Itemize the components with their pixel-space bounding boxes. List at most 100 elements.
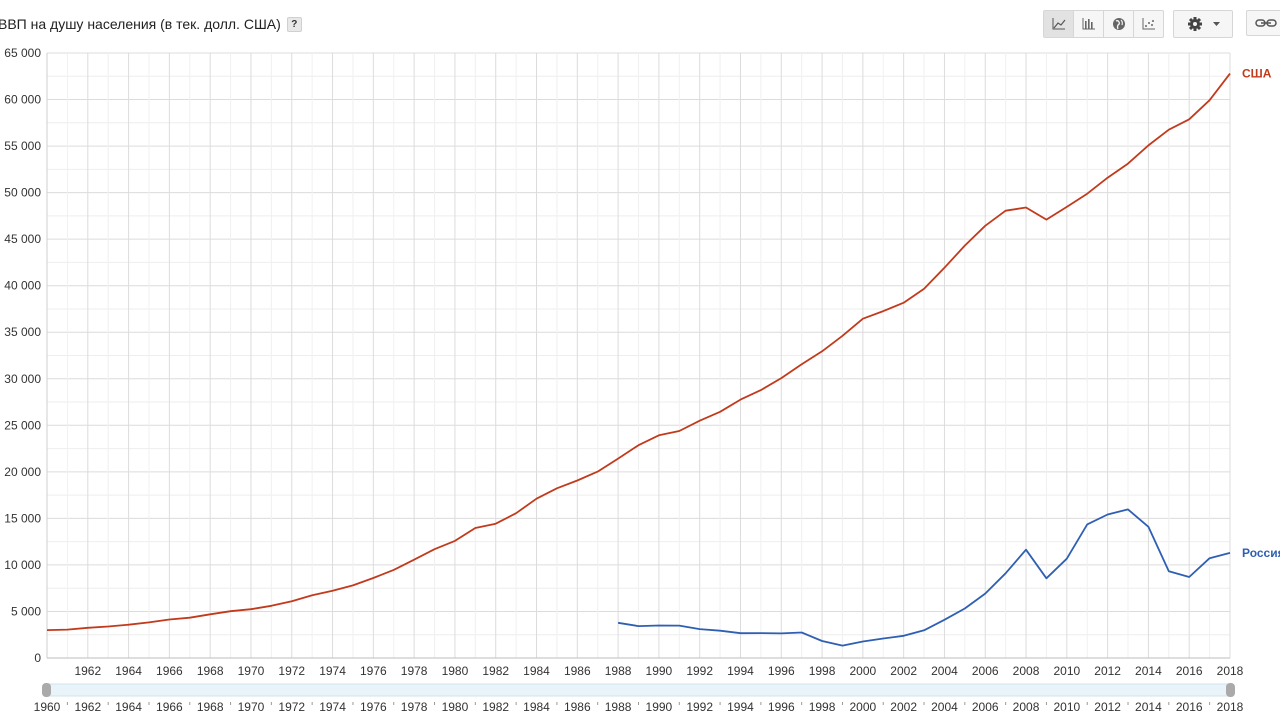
range-label: 2008 (1013, 700, 1040, 714)
y-tick-label: 50 000 (4, 186, 41, 200)
range-label: 1984 (523, 700, 550, 714)
y-tick-label: 20 000 (4, 465, 41, 479)
x-tick-label: 1966 (156, 664, 183, 678)
bar-chart-button[interactable] (1074, 11, 1104, 37)
range-label: 1976 (360, 700, 387, 714)
x-tick-label: 1984 (523, 664, 550, 678)
range-handle-right[interactable] (1226, 683, 1235, 697)
x-tick-label: 2000 (850, 664, 877, 678)
x-tick-label: 1996 (768, 664, 795, 678)
range-label: 1974 (319, 700, 346, 714)
x-tick-label: 2006 (972, 664, 999, 678)
x-tick-label: 2014 (1135, 664, 1162, 678)
x-tick-label: 1992 (686, 664, 713, 678)
x-tick-label: 2002 (890, 664, 917, 678)
range-label: 1982 (482, 700, 509, 714)
scatter-view-button[interactable] (1134, 11, 1163, 37)
x-tick-label: 1982 (482, 664, 509, 678)
range-selector[interactable]: 1960 1962 1964 1966 1968 1970 1972 1974 1976 1978… (34, 683, 1244, 714)
range-label: 1960 (34, 700, 61, 714)
range-label: 1990 (646, 700, 673, 714)
range-label: 2012 (1094, 700, 1121, 714)
range-handle-left[interactable] (42, 683, 51, 697)
chart-type-toolbar (1043, 10, 1164, 38)
range-label: 1966 (156, 700, 183, 714)
y-tick-label: 45 000 (4, 232, 41, 246)
x-tick-label: 1970 (238, 664, 265, 678)
link-icon (1255, 19, 1277, 27)
range-label: 2006 (972, 700, 999, 714)
range-label: 1978 (401, 700, 428, 714)
y-tick-label: 5 000 (11, 604, 41, 618)
share-link-button[interactable] (1246, 10, 1280, 36)
y-axis: 0 5 000 10 000 15 000 20 000 25 000 30 000 35 0… (4, 46, 41, 665)
range-label: 1998 (809, 700, 836, 714)
x-tick-label: 1998 (809, 664, 836, 678)
range-label: 2010 (1053, 700, 1080, 714)
map-view-button[interactable] (1104, 11, 1134, 37)
x-tick-label: 1962 (74, 664, 101, 678)
chart-grid (46, 52, 1231, 659)
range-label: 2018 (1217, 700, 1244, 714)
x-tick-label: 2018 (1217, 664, 1244, 678)
range-label: 2002 (890, 700, 917, 714)
x-tick-label: 1978 (401, 664, 428, 678)
x-tick-label: 2008 (1013, 664, 1040, 678)
range-label: 1992 (686, 700, 713, 714)
globe-icon (1112, 18, 1125, 30)
series-line[interactable] (46, 73, 1231, 631)
line-chart-icon (1052, 18, 1065, 30)
scatter-icon (1142, 18, 1155, 30)
x-tick-label: 1994 (727, 664, 754, 678)
series-label[interactable]: Россия (1242, 546, 1280, 560)
chevron-down-icon (1212, 22, 1220, 26)
x-tick-label: 1974 (319, 664, 346, 678)
x-tick-label: 1980 (442, 664, 469, 678)
y-tick-label: 55 000 (4, 139, 41, 153)
y-tick-label: 15 000 (4, 511, 41, 525)
line-chart-button[interactable] (1044, 11, 1074, 37)
range-label: 1972 (278, 700, 305, 714)
x-axis: 1962 1964 1966 1968 1970 1972 1974 1976 1978 1980… (74, 664, 1243, 678)
range-label: 1986 (564, 700, 591, 714)
bar-chart-icon (1082, 18, 1095, 30)
series-line[interactable] (617, 508, 1231, 647)
y-tick-label: 65 000 (4, 46, 41, 60)
range-label: 1996 (768, 700, 795, 714)
range-label: 2004 (931, 700, 958, 714)
range-label: 1994 (727, 700, 754, 714)
range-label: 1988 (605, 700, 632, 714)
range-label: 2000 (850, 700, 877, 714)
range-label: 2016 (1176, 700, 1203, 714)
y-tick-label: 35 000 (4, 325, 41, 339)
series-label[interactable]: США (1242, 67, 1272, 81)
help-button[interactable]: ? (286, 16, 302, 32)
chart-header: ВВП на душу населения (в тек. долл. США)… (0, 10, 302, 38)
y-tick-label: 0 (34, 651, 41, 665)
x-tick-label: 2012 (1094, 664, 1121, 678)
x-tick-label: 1968 (197, 664, 224, 678)
x-tick-label: 1986 (564, 664, 591, 678)
settings-button[interactable] (1173, 10, 1233, 38)
x-tick-label: 1972 (278, 664, 305, 678)
range-label: 1980 (442, 700, 469, 714)
chart-title: ВВП на душу населения (в тек. долл. США) (0, 16, 281, 32)
range-label: 1964 (115, 700, 142, 714)
range-label: 1968 (197, 700, 224, 714)
x-tick-label: 2004 (931, 664, 958, 678)
x-tick-label: 2016 (1176, 664, 1203, 678)
y-tick-label: 10 000 (4, 558, 41, 572)
x-tick-label: 1976 (360, 664, 387, 678)
gear-icon (1187, 17, 1202, 31)
x-tick-label: 2010 (1053, 664, 1080, 678)
y-tick-label: 25 000 (4, 418, 41, 432)
range-label: 2014 (1135, 700, 1162, 714)
range-label: 1962 (74, 700, 101, 714)
y-tick-label: 30 000 (4, 372, 41, 386)
range-track[interactable] (46, 683, 1231, 697)
chart-series: США Россия (46, 67, 1280, 647)
y-tick-label: 40 000 (4, 279, 41, 293)
x-tick-label: 1990 (646, 664, 673, 678)
range-label: 1970 (238, 700, 265, 714)
